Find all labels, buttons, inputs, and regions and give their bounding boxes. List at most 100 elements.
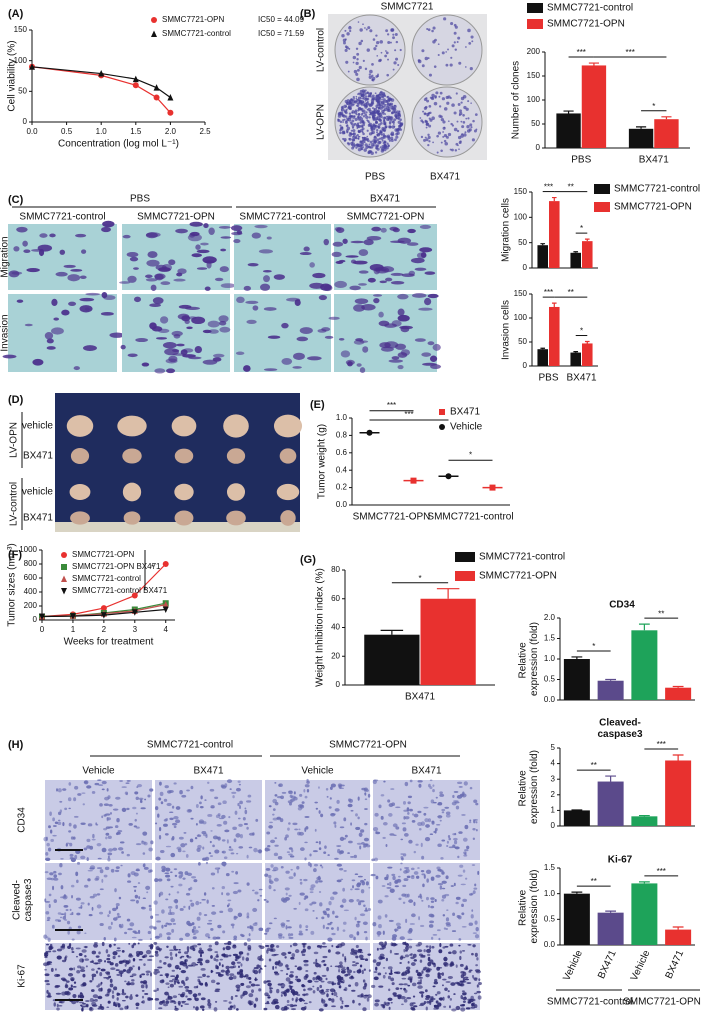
photo-texture (343, 922, 347, 925)
photo-texture (374, 976, 379, 980)
photo-texture (81, 1008, 83, 1011)
photo-texture (429, 945, 431, 949)
photo-texture (431, 914, 435, 917)
photo-texture (438, 938, 440, 941)
colony (353, 133, 355, 135)
photo-texture (105, 867, 109, 870)
colony (376, 107, 378, 109)
photo-texture (268, 875, 271, 878)
photo-texture (436, 824, 440, 826)
photo-texture (282, 792, 287, 794)
photo-texture (412, 293, 427, 298)
colony (382, 103, 384, 105)
photo-texture (259, 249, 273, 253)
photo-texture (172, 806, 174, 809)
photo-texture (441, 839, 445, 841)
photo-texture (78, 926, 81, 929)
photo-texture (432, 789, 435, 792)
photo-texture (221, 283, 236, 288)
photo-texture (146, 232, 161, 237)
y-tick-label: 0.4 (336, 465, 348, 474)
row-label: LV-OPN (316, 104, 327, 140)
photo-texture (383, 781, 385, 783)
photo-texture (414, 814, 419, 818)
photo-texture (104, 937, 106, 940)
photo-texture (252, 832, 255, 835)
photo-texture (459, 956, 461, 960)
colony (444, 140, 447, 143)
photo-texture (374, 971, 378, 973)
photo-texture (244, 823, 248, 825)
photo-texture (336, 800, 339, 804)
y-axis-title: Tumor sizes (mm³) (7, 543, 18, 627)
error-bar (639, 624, 650, 630)
colony (400, 122, 403, 125)
colony (370, 141, 373, 144)
colony (376, 100, 378, 102)
photo-texture (342, 899, 347, 903)
colony (344, 119, 346, 121)
photo-texture (166, 846, 171, 848)
photo-texture (284, 956, 286, 958)
photo-texture (240, 834, 243, 838)
photo-texture (141, 1001, 144, 1003)
photo-texture (167, 803, 172, 806)
colony (455, 48, 457, 50)
colony (363, 104, 365, 106)
photo-texture (454, 791, 459, 793)
photo-texture (381, 266, 394, 272)
photo-texture (380, 1004, 384, 1006)
photo-texture (460, 950, 462, 953)
error-bar (571, 657, 582, 659)
photo-texture (191, 962, 196, 966)
photo-texture (169, 790, 174, 793)
photo-texture (89, 868, 94, 870)
photo-texture (353, 971, 356, 973)
photo-texture (303, 789, 305, 793)
colony (388, 125, 391, 128)
photo-texture (220, 266, 229, 272)
photo-texture (433, 934, 438, 936)
photo-texture (273, 867, 278, 871)
photo-texture (442, 888, 445, 890)
photo-texture (446, 814, 451, 817)
photo-texture (49, 904, 51, 908)
photo-texture (431, 821, 434, 825)
photo-texture (158, 329, 169, 333)
legend-swatch (455, 571, 475, 581)
colony (431, 30, 434, 33)
photo-texture (348, 984, 351, 986)
photo-texture (191, 876, 196, 878)
photo-texture (234, 916, 238, 918)
photo-texture (97, 904, 102, 908)
photo-texture (472, 828, 475, 830)
photo-texture (181, 980, 184, 984)
photo-texture (278, 784, 281, 787)
photo-texture (197, 267, 207, 270)
photo-texture (451, 1009, 456, 1012)
photo-texture (289, 974, 294, 978)
photo-texture (224, 956, 229, 958)
photo-texture (206, 261, 211, 268)
photo-texture (89, 846, 93, 850)
photo-texture (46, 843, 49, 847)
photo-texture (90, 896, 95, 899)
colony (377, 115, 380, 118)
photo-texture (398, 365, 404, 369)
photo-texture (323, 925, 325, 929)
photo-texture (355, 813, 358, 816)
photo-texture (259, 946, 264, 949)
photo-texture (280, 983, 285, 987)
photo-texture (333, 242, 344, 247)
legend-label: SMMC7721-control (614, 184, 700, 195)
photo-texture (161, 801, 164, 804)
photo-texture (199, 802, 202, 805)
photo-texture (121, 924, 123, 928)
photo-texture (102, 789, 105, 791)
photo-texture (275, 794, 278, 796)
colony (454, 32, 457, 35)
photo-texture (269, 805, 272, 807)
y-tick-label: 100 (514, 313, 528, 322)
colony (358, 92, 360, 94)
error-bar (563, 111, 573, 113)
